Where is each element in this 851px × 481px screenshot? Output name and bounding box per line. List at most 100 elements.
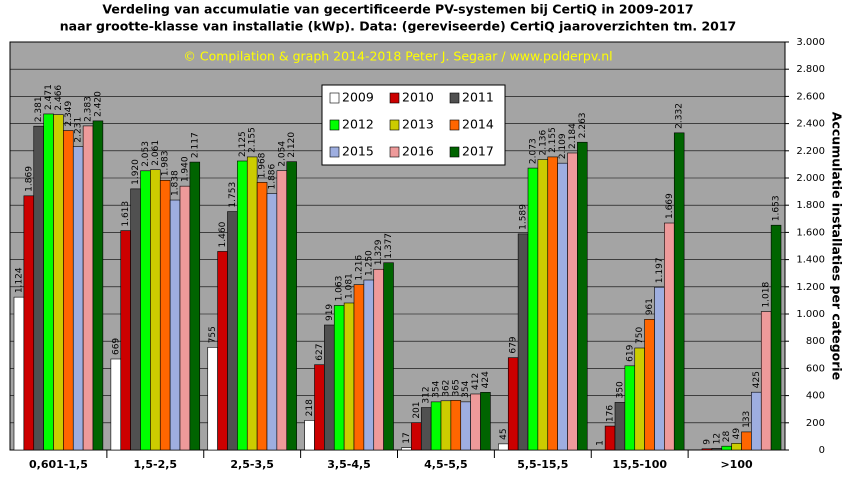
bar [333,305,345,451]
value-label: 919 [325,304,335,321]
value-label: 1.216 [354,255,364,281]
value-label: 2.184 [568,123,578,149]
bar [63,130,74,451]
bar [256,182,268,451]
legend-label: 2010 [402,90,434,105]
bar [751,391,762,451]
bar [169,199,181,451]
x-tick-label: 0,601-1,5 [29,458,88,471]
y-tick-label: 400 [806,391,825,402]
y-tick-label: 1.200 [796,282,825,293]
value-label: 2.109 [558,133,568,159]
legend-label: 2016 [402,144,434,159]
bar [760,311,772,451]
bar [140,170,151,451]
y-tick-label: 800 [806,336,825,347]
y-tick-label: 1.000 [796,309,825,320]
bar [557,162,568,451]
legend-swatch [389,119,400,131]
y-tick-label: 1.400 [796,255,825,266]
legend-box [321,84,506,166]
legend-label: 2017 [462,144,494,159]
bar [498,443,509,451]
value-label: 2.136 [538,129,548,155]
bar [130,188,141,451]
y-tick-label: 3.000 [796,37,825,48]
x-tick-label: >100 [720,458,753,471]
value-label: 1.589 [519,204,529,230]
bar [517,233,529,451]
bar [363,279,375,451]
bar [480,392,491,451]
bar [13,296,25,451]
y-tick-label: 2.200 [796,146,825,157]
value-label: 2.054 [277,141,287,167]
value-label: 1.250 [364,250,374,276]
bar [721,445,732,451]
bar [353,284,365,451]
value-label: 201 [412,401,422,418]
value-label: 45 [499,428,509,439]
bar [276,170,288,451]
value-label: 2.120 [287,132,297,158]
value-label: 49 [732,428,742,440]
bar [266,193,278,451]
bar [343,302,355,451]
value-label: 2.383 [84,96,94,122]
value-label: 1.613 [121,201,131,227]
y-tick-label: 2.600 [796,91,825,102]
legend-swatch [329,119,340,131]
bar [227,211,238,451]
bar [324,324,335,451]
value-label: 1.197 [655,257,665,283]
bar [110,358,122,451]
value-label: 2.155 [248,127,258,153]
bar [217,251,228,451]
bar [430,401,442,451]
chart-title: Verdeling van accumulatie van gecertific… [102,2,693,17]
bar [624,365,636,451]
legend-swatch [449,92,460,104]
value-label: 669 [111,338,121,355]
bar [664,222,675,451]
value-label: 1.968 [258,152,268,178]
bar [527,167,539,451]
value-label: 1.669 [665,193,675,219]
value-label: 176 [606,405,616,422]
bar [460,401,471,451]
bar [286,161,297,451]
legend-swatch [389,92,400,104]
value-label: 2.117 [190,132,200,158]
x-tick-label: 1,5-2,5 [134,458,178,471]
bar [179,185,191,451]
bar [741,431,752,451]
bar [673,132,685,451]
value-label: 425 [752,371,762,388]
value-label: 1.753 [228,182,238,208]
value-label: 750 [635,327,645,344]
y-tick-label: 2.400 [796,119,825,130]
bar [237,160,248,451]
value-label: 679 [509,336,519,353]
value-label: 2.381 [34,96,44,122]
value-label: 627 [315,344,325,361]
value-label: 218 [305,399,315,416]
bar [189,161,201,451]
y-tick-label: 2.800 [796,64,825,75]
bar [654,286,665,451]
bar [159,180,171,451]
value-label: 2.231 [74,117,84,143]
bar [614,402,626,451]
chart-subtitle: naar grootte-klasse van installatie (kWp… [60,19,737,34]
bar [711,448,723,451]
value-label: 1.869 [24,166,34,192]
legend-swatch [449,119,460,131]
value-label: 1.081 [345,273,355,299]
value-label: 2.471 [44,84,54,110]
bar [92,120,104,451]
x-tick-label: 3,5-4,5 [327,458,371,471]
value-label: 1.124 [14,267,24,293]
bar [53,114,64,451]
value-label: 2.263 [578,112,588,138]
